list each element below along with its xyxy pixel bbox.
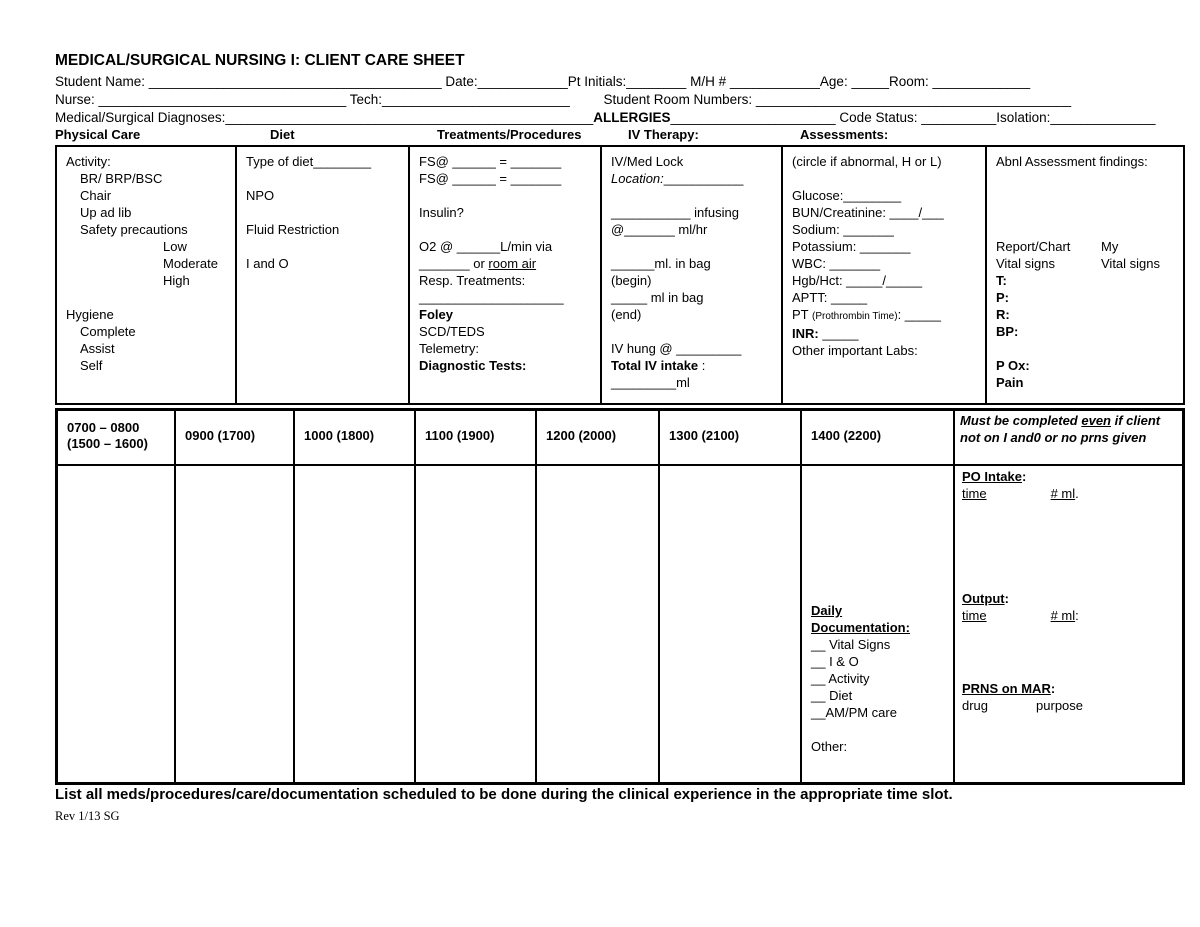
revision-label: Rev 1/13 SG	[55, 809, 120, 823]
section-header-diet: Diet	[270, 127, 295, 142]
section-headers-row: Physical Care Diet Treatments/Procedures…	[55, 127, 1185, 144]
prns-block: PRNS on MAR: drug purpose	[962, 681, 1084, 713]
time-header-1100: 1100 (1900)	[416, 411, 537, 466]
allergies-label: ALLERGIES	[593, 110, 671, 125]
intake-output-cell: PO Intake: time # ml. Output: time # ml: PRN…	[955, 466, 1182, 782]
labs-cell: (circle if abnormal, H or L) Glucose:___…	[783, 147, 987, 403]
header-line-student: Student Name: __________________________…	[55, 74, 1031, 89]
time-header-1000: 1000 (1800)	[295, 411, 416, 466]
schedule-table: 0700 – 0800 (1500 – 1600) 0900 (1700) 10…	[55, 408, 1185, 785]
schedule-cell-1000	[295, 466, 416, 782]
schedule-cell-0900	[176, 466, 295, 782]
section-header-iv-therapy: IV Therapy:	[628, 127, 699, 142]
must-complete-note: Must be completed even if client not on …	[955, 411, 1182, 466]
code-status-isolation-label: ______________________ Code Status: ____…	[670, 110, 1156, 125]
care-plan-table: Activity: BR/ BRP/BSC Chair Up ad lib Safety…	[55, 145, 1185, 405]
physical-care-cell: Activity: BR/ BRP/BSC Chair Up ad lib Safety…	[57, 147, 237, 403]
time-header-0700: 0700 – 0800 (1500 – 1600)	[58, 411, 176, 466]
footer-instruction: List all meds/procedures/care/documentat…	[55, 786, 953, 803]
time-header-0900: 0900 (1700)	[176, 411, 295, 466]
diet-cell: Type of diet________ NPO Fluid Restricti…	[237, 147, 410, 403]
treatments-cell: FS@ ______ = _______ FS@ ______ = _______…	[410, 147, 602, 403]
page-title: MEDICAL/SURGICAL NURSING I: CLIENT CARE …	[55, 52, 465, 69]
time-header-1300: 1300 (2100)	[660, 411, 802, 466]
header-line-diagnoses: Medical/Surgical Diagnoses:_____________…	[55, 110, 1155, 125]
time-header-1400: 1400 (2200)	[802, 411, 955, 466]
header-line-nurse: Nurse: _________________________________…	[55, 92, 1072, 107]
section-header-physical-care: Physical Care	[55, 127, 141, 142]
schedule-cell-1100	[416, 466, 537, 782]
schedule-cell-1400: Daily Documentation: __ Vital Signs __ I & …	[802, 466, 955, 782]
schedule-cell-1200	[537, 466, 660, 782]
schedule-cell-1300	[660, 466, 802, 782]
section-header-assessments: Assessments:	[800, 127, 889, 142]
iv-therapy-cell: IV/Med Lock Location:___________ ________…	[602, 147, 783, 403]
time-header-1200: 1200 (2000)	[537, 411, 660, 466]
schedule-cell-0700	[58, 466, 176, 782]
daily-documentation-block: Daily Documentation: __ Vital Signs __ I & …	[811, 603, 910, 754]
output-block: Output: time # ml:	[962, 591, 1079, 623]
po-intake-block: PO Intake: time # ml.	[962, 469, 1079, 501]
abnl-assessment-cell: Abnl Assessment findings: Report/Chart My…	[996, 154, 1161, 390]
diagnoses-label: Medical/Surgical Diagnoses:_____________…	[55, 110, 594, 125]
section-header-treatments: Treatments/Procedures	[437, 127, 582, 142]
